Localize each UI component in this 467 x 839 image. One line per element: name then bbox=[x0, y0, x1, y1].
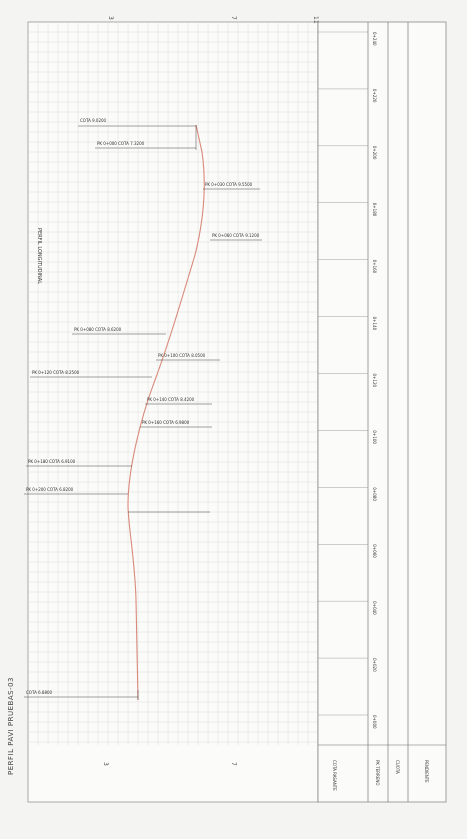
scale-label: 7 bbox=[230, 16, 237, 20]
station-label: 0+060 bbox=[372, 544, 377, 558]
band-header: PK TERRENO bbox=[375, 760, 380, 786]
scale-label: 3 bbox=[107, 16, 114, 20]
data-band-frame bbox=[317, 21, 447, 803]
station-label: 0+160 bbox=[372, 260, 377, 274]
drawing-title: PERFIL PAVI PRUEBAS-03 bbox=[7, 677, 15, 775]
callout-label: PK 0+100 COTA 8.0500 bbox=[158, 353, 206, 358]
scale-label: 3 bbox=[102, 762, 109, 766]
station-list: 0+000 0+020 0+040 0+060 0+080 0+100 0+120 0+140… bbox=[318, 31, 377, 729]
callout-label: PK 0+180 COTA 6.9100 bbox=[28, 459, 76, 464]
scale-label: 11 bbox=[312, 16, 319, 24]
callout-label: PK 0+080 COTA 8.6200 bbox=[74, 327, 122, 332]
station-label: 0+040 bbox=[372, 601, 377, 615]
station-label: 0+020 bbox=[372, 658, 377, 672]
callout-label: PK 0+200 COTA 6.8200 bbox=[26, 487, 74, 492]
station-label: 0+240 bbox=[372, 32, 377, 46]
station-label: 0+100 bbox=[372, 430, 377, 444]
callout-label: PK 0+160 COTA 6.9800 bbox=[142, 420, 190, 425]
callout-label: PK 0+140 COTA 8.4200 bbox=[147, 397, 195, 402]
profile-curve bbox=[127, 124, 205, 701]
callout-label: PK 0+030 COTA 9.5500 bbox=[205, 182, 253, 187]
callout-label: COTA 9.0200 bbox=[80, 118, 107, 123]
callout-leaders bbox=[24, 125, 262, 698]
callout-label: PK 0+060 COTA 9.1200 bbox=[212, 233, 260, 238]
callout-label: PK 0+120 COTA 8.2500 bbox=[32, 370, 80, 375]
station-label: 0+140 bbox=[372, 317, 377, 331]
band-header: CUOTA bbox=[395, 760, 400, 774]
callout-label: PK 0+000 COTA 7.3200 bbox=[97, 141, 145, 146]
station-label: 0+080 bbox=[372, 487, 377, 501]
station-label: 0+220 bbox=[372, 89, 377, 103]
scale-label: 7 bbox=[230, 762, 237, 766]
station-label: 0+120 bbox=[372, 374, 377, 388]
profile-label: PERFIL LONGITUDINAL bbox=[36, 228, 42, 284]
station-label: 0+000 bbox=[372, 715, 377, 729]
band-header: PENDIENTE bbox=[424, 760, 429, 783]
callout-label: COTA 6.8800 bbox=[26, 690, 53, 695]
callout-labels: COTA 9.0200 PK 0+000 COTA 7.3200 PK 0+03… bbox=[26, 118, 260, 695]
band-header: COTA RASANTE bbox=[332, 760, 337, 791]
station-label: 0+180 bbox=[372, 203, 377, 217]
station-label: 0+200 bbox=[372, 146, 377, 160]
profile-grid bbox=[28, 22, 318, 745]
